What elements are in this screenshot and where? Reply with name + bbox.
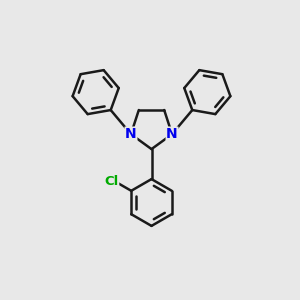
Text: N: N xyxy=(125,127,137,141)
Text: N: N xyxy=(166,127,178,141)
Text: Cl: Cl xyxy=(104,175,119,188)
